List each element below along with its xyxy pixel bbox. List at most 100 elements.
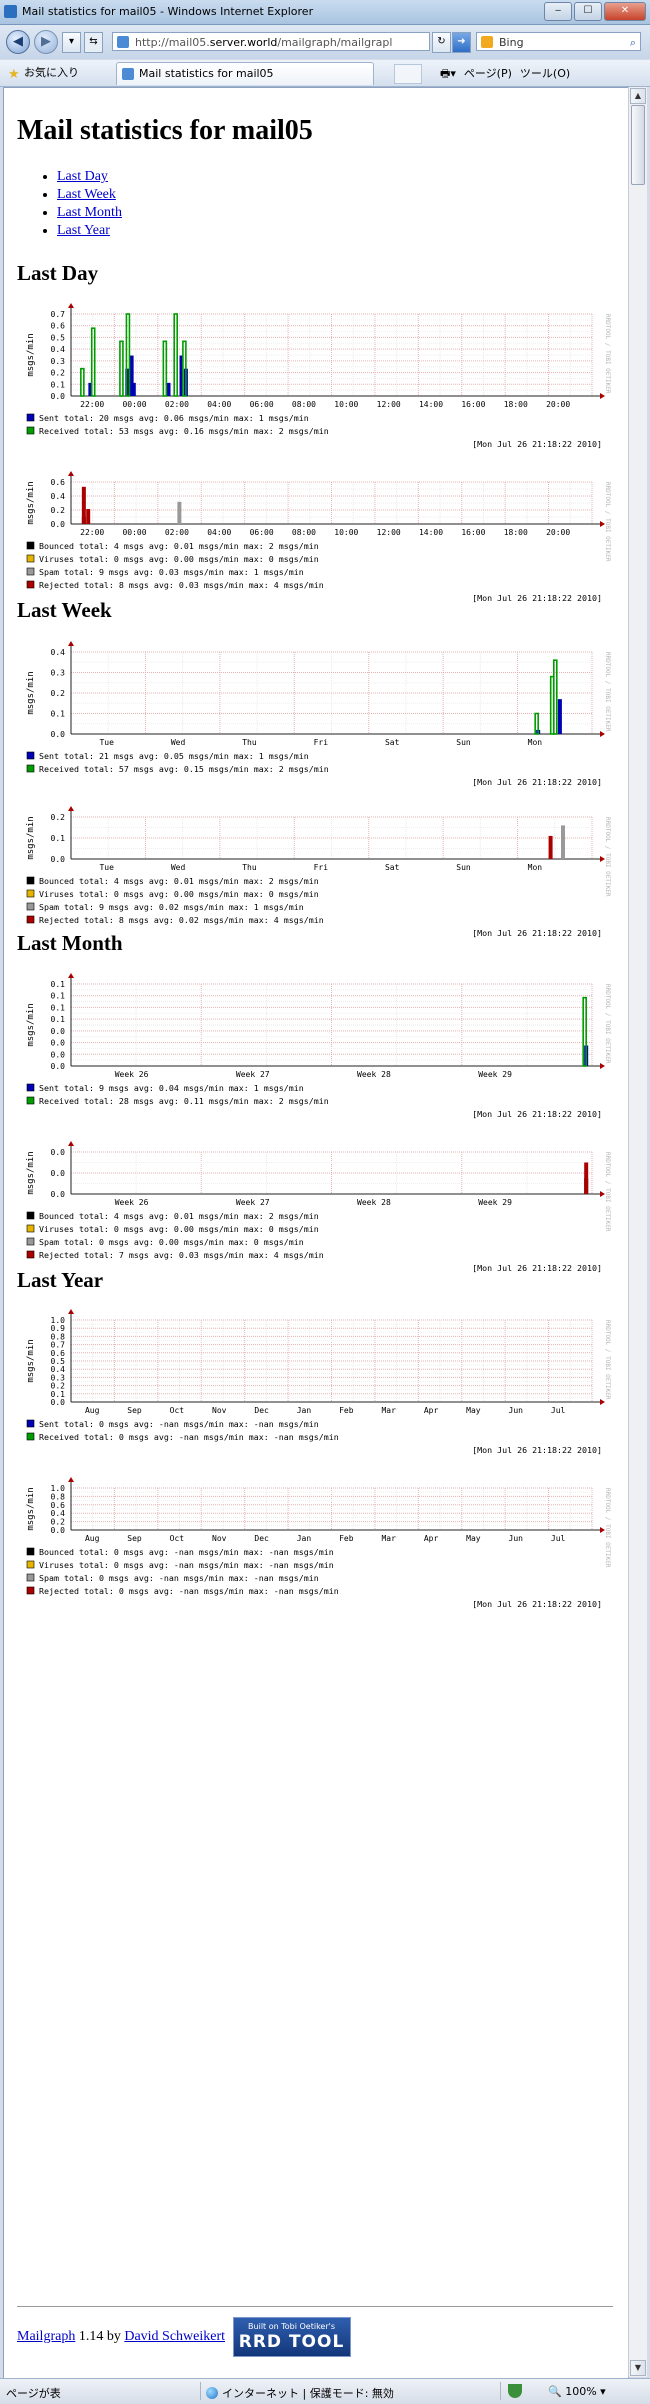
x-tick-label: Oct xyxy=(170,1534,185,1543)
sent-mark xyxy=(88,382,93,396)
legend-row: Spam total: 9 msgs avg: 0.03 msgs/min ma… xyxy=(39,567,304,577)
x-tick-label: Jun xyxy=(509,1534,524,1543)
rrdtool-watermark: RRDTOOL / TOBI OETIKER xyxy=(604,482,611,562)
graph-timestamp: [Mon Jul 26 21:18:22 2010] xyxy=(472,1109,602,1119)
legend-row: Bounced total: 0 msgs avg: -nan msgs/min… xyxy=(39,1547,334,1557)
x-tick-label: Jan xyxy=(297,1534,312,1543)
scroll-thumb[interactable] xyxy=(631,105,645,185)
x-tick-label: Sun xyxy=(456,738,471,747)
search-icon[interactable]: ⌕ xyxy=(629,36,636,49)
rrdtool-watermark: RRDTOOL / TOBI OETIKER xyxy=(604,1152,611,1232)
rrdtool-watermark: RRDTOOL / TOBI OETIKER xyxy=(604,1320,611,1400)
y-axis-label: msgs/min xyxy=(26,816,36,859)
y-tick-label: 0.3 xyxy=(51,669,66,678)
back-button[interactable]: ◀ xyxy=(6,30,30,54)
zoom-level[interactable]: 🔍 100% ▾ xyxy=(548,2385,606,2398)
maximize-button[interactable]: ☐ xyxy=(574,2,602,21)
rrd-graph-svg: 0.0 0.0 0.0 Week 26 Week 27 Week 28 Week 29 msg… xyxy=(17,1138,613,1274)
y-tick-label: 0.6 xyxy=(51,1349,66,1358)
nav-last-week[interactable]: Last Week xyxy=(57,187,116,202)
x-tick-label: 04:00 xyxy=(207,400,231,409)
tools-menu[interactable]: ツール(O) xyxy=(519,67,571,80)
rejected-mark xyxy=(86,509,91,524)
x-tick-label: Week 29 xyxy=(478,1198,512,1207)
legend-row: Viruses total: 0 msgs avg: 0.00 msgs/min… xyxy=(39,889,319,899)
status-text: ページが表 xyxy=(6,2387,61,2400)
legend-swatch xyxy=(26,1432,35,1441)
page-menu[interactable]: ページ(P) xyxy=(463,67,512,80)
legend-swatch xyxy=(26,413,35,422)
scroll-down-arrow[interactable]: ▼ xyxy=(630,2360,646,2376)
star-icon: ★ xyxy=(8,67,20,82)
graph-timestamp: [Mon Jul 26 21:18:22 2010] xyxy=(472,1599,602,1609)
search-field[interactable]: Bing ⌕ xyxy=(476,32,641,51)
favorites-button[interactable]: ★ お気に入り xyxy=(8,66,79,82)
legend-swatch xyxy=(26,1560,35,1569)
y-tick-label: 0.5 xyxy=(51,1357,66,1366)
x-tick-label: 22:00 xyxy=(80,400,104,409)
graph-week-sent-received: 0.4 0.3 0.2 0.1 0.0 Tue Wed Thu Fri Sat Sun Mon msgs… xyxy=(17,638,613,788)
legend-swatch xyxy=(26,751,35,760)
legend-swatch xyxy=(26,426,35,435)
page-title: Mail statistics for mail05 xyxy=(17,115,313,146)
y-tick-label: 0.1 xyxy=(51,710,66,719)
x-tick-label: Apr xyxy=(424,1406,439,1415)
nav-last-month[interactable]: Last Month xyxy=(57,205,122,220)
y-tick-label: 0.5 xyxy=(51,333,66,342)
y-tick-label: 0.0 xyxy=(51,1062,66,1071)
close-button[interactable]: ✕ xyxy=(604,2,646,21)
y-tick-label: 0.3 xyxy=(51,357,66,366)
forward-button[interactable]: ▶ xyxy=(34,30,58,54)
rrdtool-logo[interactable]: Built on Tobi Oetiker's RRD TOOL xyxy=(232,2317,351,2357)
print-icon[interactable]: 🖶▾ xyxy=(440,67,456,80)
legend-row: Sent total: 0 msgs avg: -nan msgs/min ma… xyxy=(39,1419,319,1429)
y-tick-label: 0.4 xyxy=(51,1509,66,1518)
y-tick-label: 0.0 xyxy=(51,730,66,739)
graph-timestamp: [Mon Jul 26 21:18:22 2010] xyxy=(472,1263,602,1273)
received-mark xyxy=(162,340,168,397)
minimize-button[interactable]: ‒ xyxy=(544,2,572,21)
legend-row: Received total: 28 msgs avg: 0.11 msgs/m… xyxy=(39,1096,329,1106)
y-tick-label: 0.0 xyxy=(51,1039,66,1048)
received-mark xyxy=(182,340,187,397)
rrd-graph-svg: 0.1 0.1 0.1 0.1 0.0 0.0 0.0 0.0 Week 26 Week 27 We… xyxy=(17,970,613,1120)
mailgraph-link[interactable]: Mailgraph xyxy=(17,2329,76,2345)
rejected-mark xyxy=(584,1162,589,1194)
y-tick-label: 0.6 xyxy=(51,1501,66,1510)
compat-view-icon[interactable]: ⇆ xyxy=(84,32,103,53)
new-tab-button[interactable] xyxy=(394,64,422,84)
legend-swatch xyxy=(26,764,35,773)
legend-row: Sent total: 9 msgs avg: 0.04 msgs/min ma… xyxy=(39,1083,304,1093)
scroll-up-arrow[interactable]: ▲ xyxy=(630,88,646,104)
rrdtool-watermark: RRDTOOL / TOBI OETIKER xyxy=(604,984,611,1064)
graph-day-sent-received: 0.7 0.6 0.5 0.4 0.3 0.2 0.1 0.0 22:00 00:00 02:00 0… xyxy=(17,300,613,450)
recent-pages-dropdown[interactable]: ▾ xyxy=(62,32,81,53)
y-tick-label: 0.1 xyxy=(51,1003,66,1012)
vertical-scrollbar[interactable]: ▲ ▼ xyxy=(628,87,647,2377)
browser-tab[interactable]: Mail statistics for mail05 xyxy=(116,62,374,85)
x-tick-label: 18:00 xyxy=(504,400,528,409)
legend-row: Rejected total: 8 msgs avg: 0.02 msgs/mi… xyxy=(39,915,324,925)
legend-swatch xyxy=(26,1211,35,1220)
legend-row: Bounced total: 4 msgs avg: 0.01 msgs/min… xyxy=(39,876,319,886)
graph-week-bounced-rejected: 0.2 0.1 0.0 Tue Wed Thu Fri Sat Sun Mon msgs/min RR… xyxy=(17,803,613,939)
author-link[interactable]: David Schweikert xyxy=(124,2329,226,2345)
go-button[interactable]: ➜ xyxy=(452,32,471,53)
graph-day-bounced-rejected: 0.6 0.4 0.2 0.0 22:00 00:00 02:00 04:00 06:00 08:… xyxy=(17,468,613,604)
x-tick-label: 08:00 xyxy=(292,528,316,537)
nav-last-year[interactable]: Last Year xyxy=(57,223,110,238)
address-field[interactable]: http://mail05.server.world/mailgraph/mai… xyxy=(112,32,430,51)
x-tick-label: 16:00 xyxy=(461,400,485,409)
rrd-graph-svg: 1.00.90.80.70.60.50.40.30.20.10.0 Aug Sep O… xyxy=(17,1306,613,1456)
refresh-button[interactable]: ↻ xyxy=(432,32,451,53)
security-zone: インターネット | 保護モード: 無効 xyxy=(206,2385,394,2401)
nav-last-day[interactable]: Last Day xyxy=(57,169,108,184)
x-tick-label: Feb xyxy=(339,1406,354,1415)
legend-row: Bounced total: 4 msgs avg: 0.01 msgs/min… xyxy=(39,541,319,551)
y-tick-label: 0.9 xyxy=(51,1324,66,1333)
legend-swatch xyxy=(26,889,35,898)
x-tick-label: Jan xyxy=(297,1406,312,1415)
legend-row: Rejected total: 7 msgs avg: 0.03 msgs/mi… xyxy=(39,1250,324,1260)
y-tick-label: 0.4 xyxy=(51,345,66,354)
graph-timestamp: [Mon Jul 26 21:18:22 2010] xyxy=(472,593,602,603)
